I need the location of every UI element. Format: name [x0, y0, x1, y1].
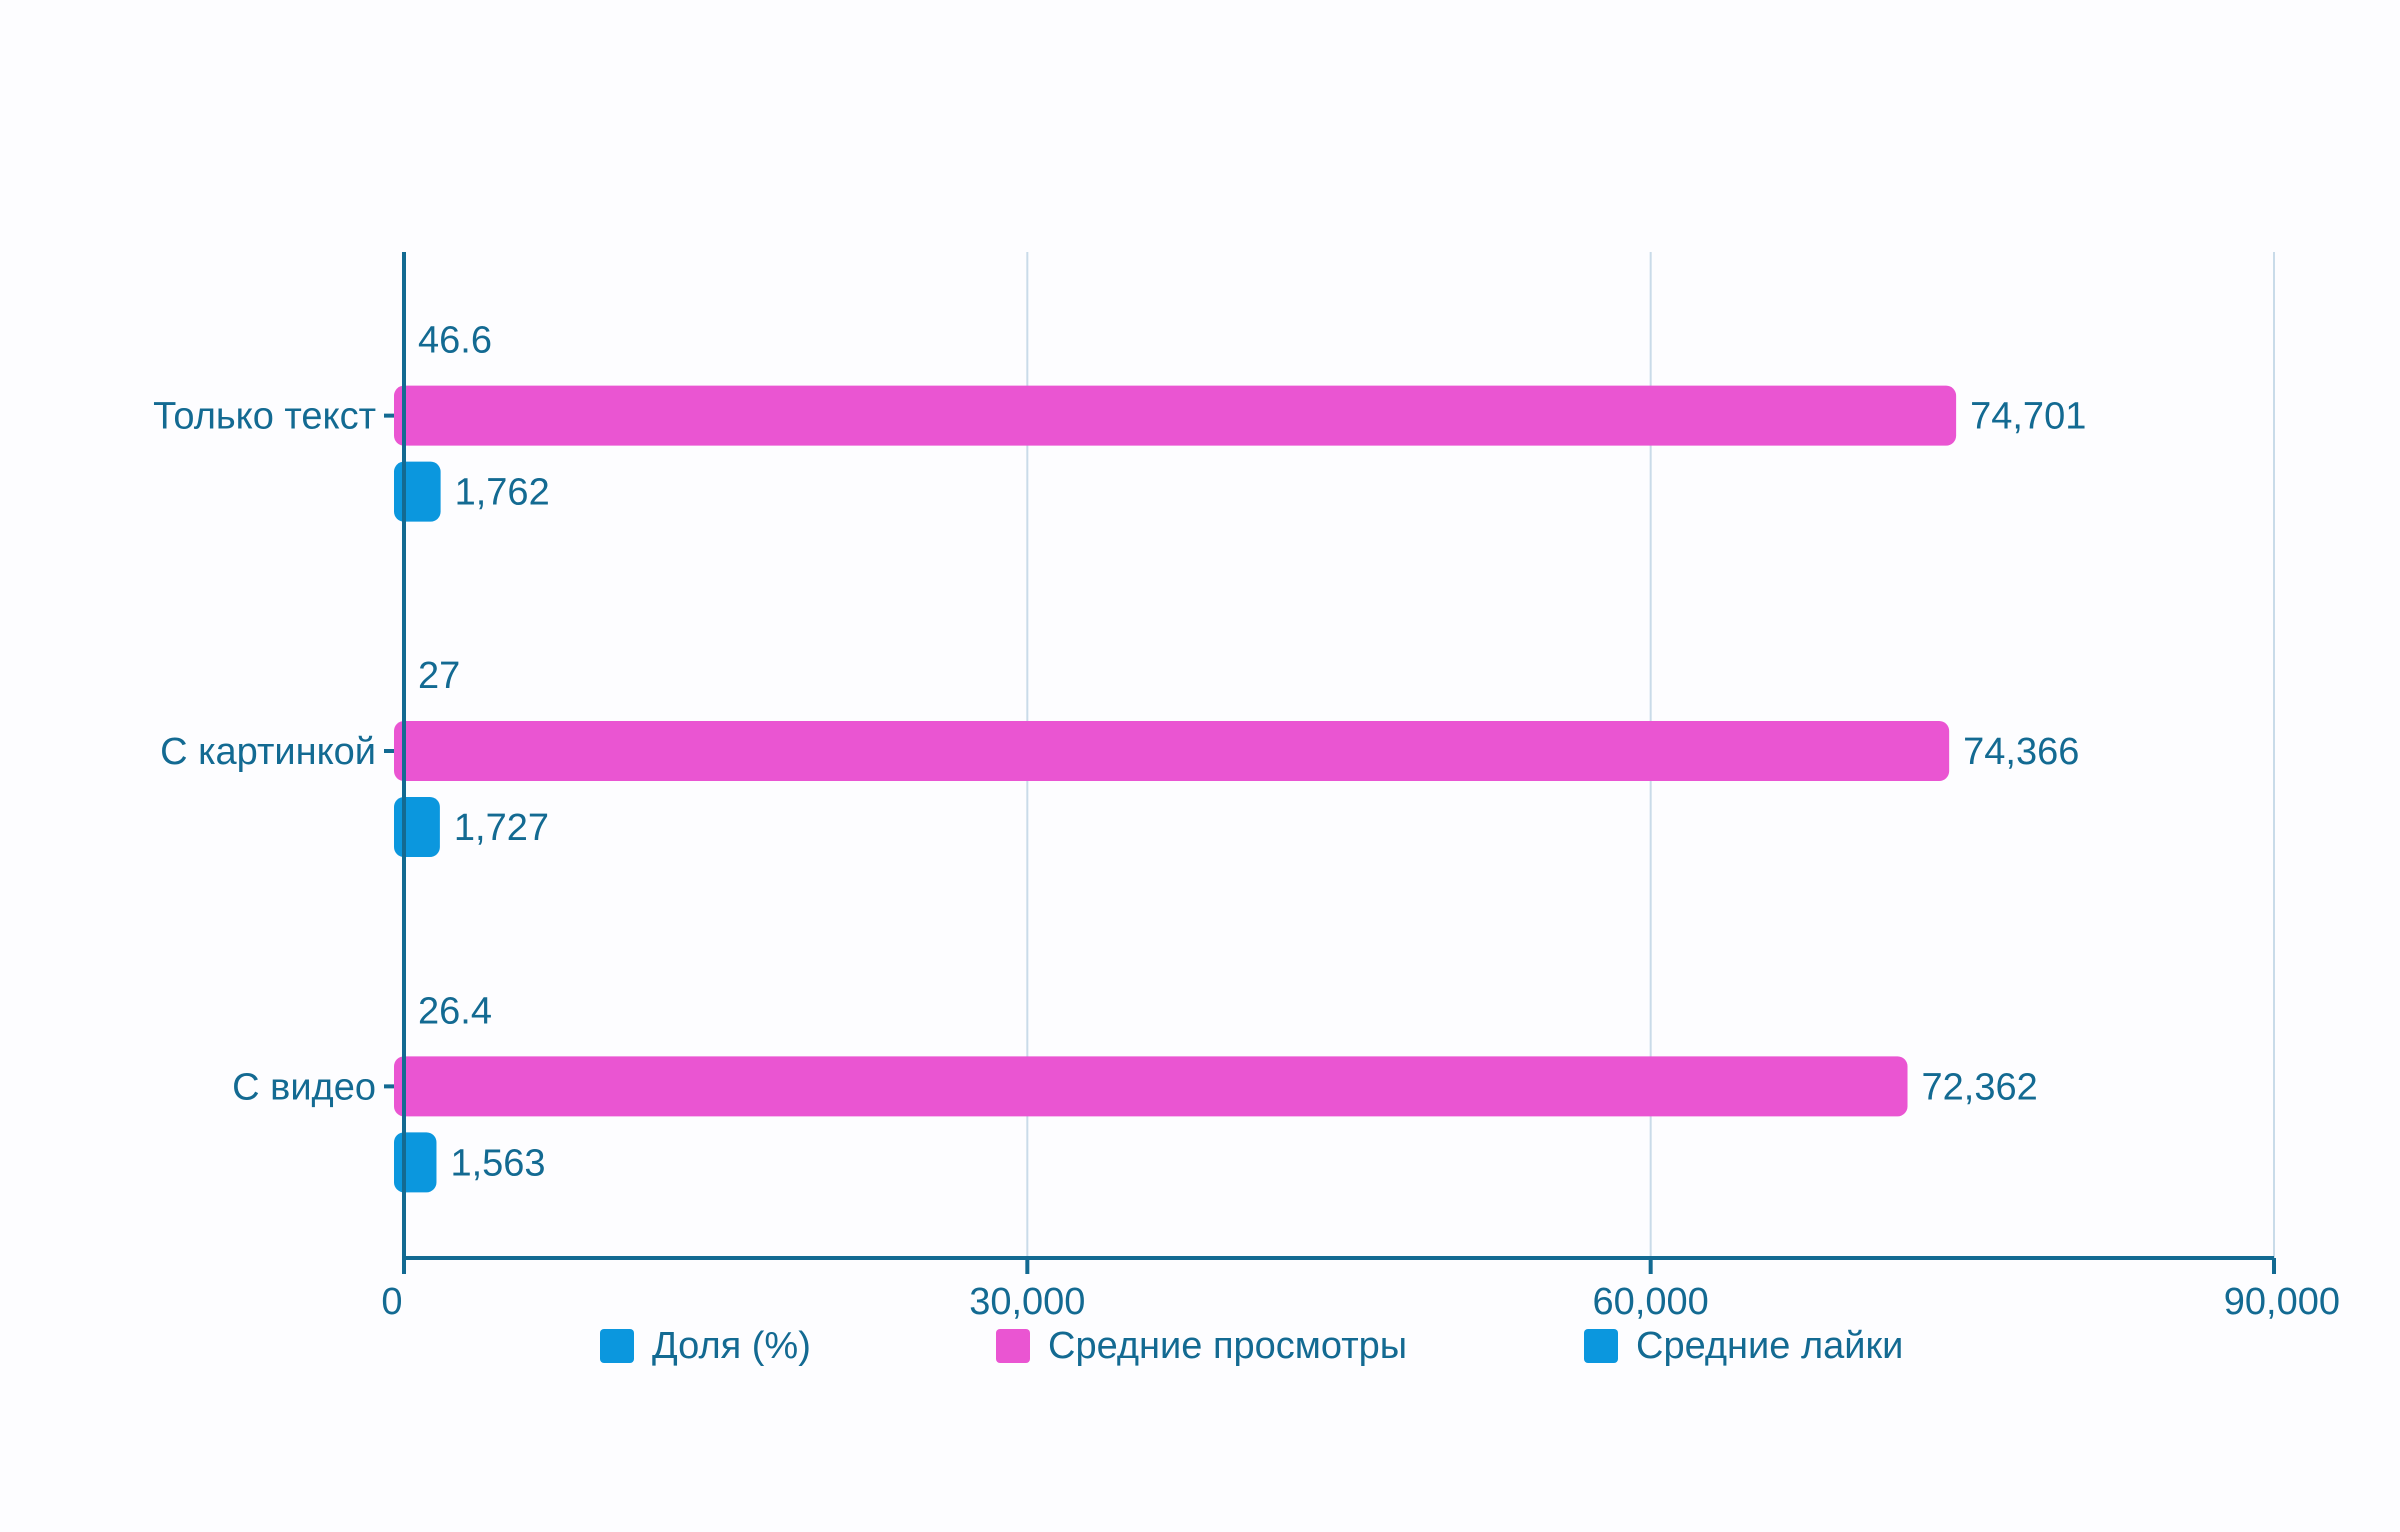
legend-swatch-share — [600, 1329, 634, 1363]
x-tick-label: 30,000 — [969, 1281, 1085, 1323]
legend-label-share: Доля (%) — [652, 1324, 811, 1367]
data-label-share: 27 — [418, 655, 460, 697]
legend-item-share: Доля (%) — [600, 1318, 811, 1374]
data-label-likes: 1,727 — [454, 807, 549, 849]
data-label-views: 72,362 — [1922, 1066, 2038, 1108]
legend-label-likes: Средние лайки — [1636, 1324, 1904, 1367]
data-label-likes: 1,762 — [455, 472, 550, 514]
legend-item-likes: Средние лайки — [1584, 1318, 1903, 1374]
category-label: С картинкой — [160, 731, 376, 773]
category-label: С видео — [232, 1066, 376, 1108]
category-label: Только текст — [153, 396, 376, 438]
legend-swatch-views — [996, 1329, 1030, 1363]
data-label-share: 26.4 — [418, 990, 492, 1032]
legend-label-views: Средние просмотры — [1048, 1324, 1408, 1367]
bar-likes — [394, 797, 440, 857]
bar-likes — [394, 461, 441, 522]
legend-item-views: Средние просмотры — [996, 1318, 1407, 1374]
data-label-likes: 1,563 — [450, 1142, 545, 1184]
data-label-views: 74,701 — [1970, 396, 2086, 438]
data-label-views: 74,366 — [1963, 731, 2079, 773]
bar-views — [394, 385, 1957, 446]
legend: Доля (%) Средние просмотры Средние лайки — [0, 1318, 2400, 1374]
bar-likes — [394, 1132, 437, 1193]
data-label-share: 46.6 — [418, 320, 492, 362]
bar-views — [394, 1056, 1908, 1117]
x-tick-label: 60,000 — [1593, 1281, 1709, 1323]
x-tick-label: 0 — [381, 1281, 402, 1323]
legend-swatch-likes — [1584, 1329, 1618, 1363]
x-tick-label: 90,000 — [2224, 1281, 2340, 1323]
bar-views — [394, 721, 1950, 781]
